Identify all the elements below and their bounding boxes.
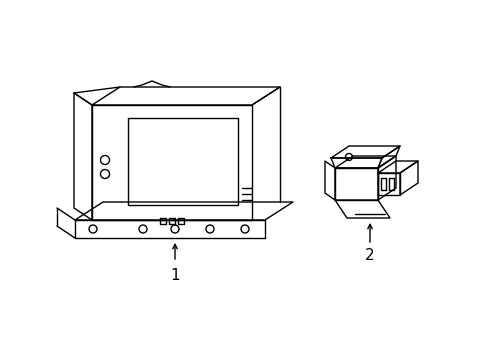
Text: 1: 1: [170, 267, 180, 283]
Text: 2: 2: [365, 248, 374, 264]
